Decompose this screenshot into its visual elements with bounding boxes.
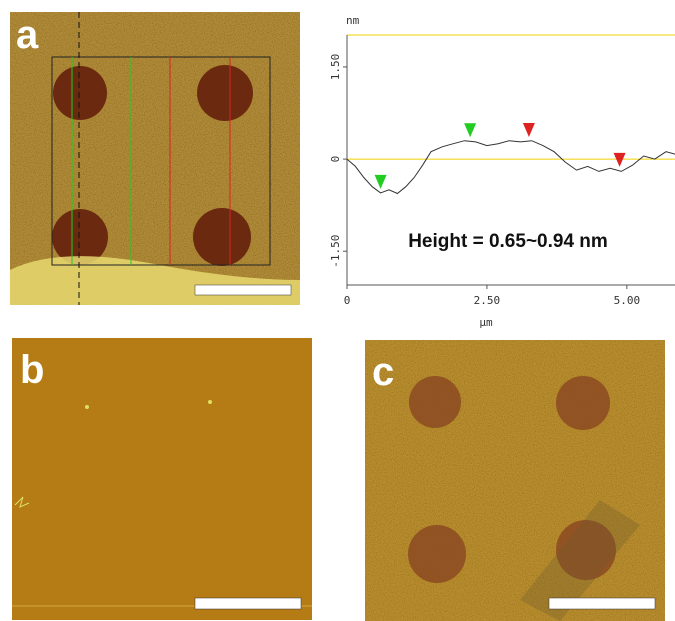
- x-axis-label: µm: [479, 316, 493, 329]
- panel-label: a: [16, 13, 39, 57]
- profile-chart: nm µm Height = 0.65~0.94 nm 1.50 0 -1.50 0 2…: [329, 14, 675, 329]
- panel-label: b: [20, 348, 44, 392]
- cursor-marker: [464, 123, 476, 137]
- figure: a b c nm µm Height = 0.65~0.94 nm 1.50 0 -…: [0, 0, 675, 621]
- y-tick-label: 1.50: [329, 54, 342, 81]
- profile-line: [347, 141, 675, 194]
- x-tick-label: 5.00: [614, 294, 641, 307]
- afm-image-c: c: [365, 340, 665, 621]
- x-tick-label: 2.50: [474, 294, 501, 307]
- y-tick-label: -1.50: [329, 235, 342, 268]
- panel-label: c: [372, 350, 394, 394]
- afm-image-a: a: [10, 12, 300, 305]
- cursor-marker: [523, 123, 535, 137]
- y-unit: nm: [346, 14, 360, 27]
- cursor-marker: [614, 153, 626, 167]
- cursor-marker: [375, 175, 387, 189]
- y-tick-label: 0: [329, 156, 342, 163]
- annotation: Height = 0.65~0.94 nm: [408, 231, 608, 252]
- afm-image-b: b: [12, 338, 312, 620]
- x-tick-label: 0: [344, 294, 351, 307]
